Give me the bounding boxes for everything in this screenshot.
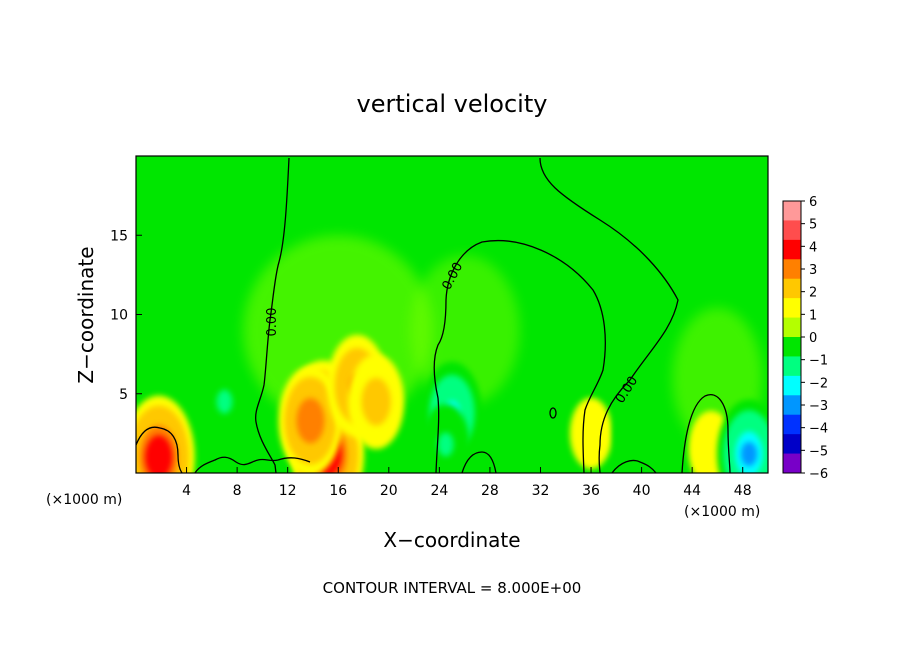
x-tick-label: 12 [279, 483, 297, 499]
y-tick-label: 15 [110, 228, 128, 244]
plot-area: 0.00 0.00 0.00 [136, 156, 768, 473]
colorbar-tick-label: 0 [809, 331, 817, 346]
updraft-core [569, 397, 613, 469]
contour-label-left: 0.00 [265, 308, 280, 337]
contour-ridge-low [194, 456, 311, 473]
downdraft-core [613, 396, 658, 471]
colorbar: 6 5 4 3 2 1 0 −1 −2 −3 −4 −5 −6 [782, 195, 828, 482]
y-tick-label: 10 [110, 308, 128, 324]
x-tick-label: 16 [329, 483, 347, 499]
contour-small-loop [549, 407, 557, 419]
velocity-level [741, 441, 758, 466]
x-tick-label: 40 [633, 483, 651, 499]
colorbar-swatch [783, 201, 801, 221]
colorbar-swatch [783, 317, 801, 338]
colorbar-tick-label: −3 [809, 399, 828, 414]
velocity-level [150, 445, 167, 470]
y-axis-label: Z−coordinate [74, 246, 98, 383]
contour-labels: 0.00 0.00 0.00 [265, 260, 641, 406]
colorbar-tick-label: 1 [809, 308, 817, 323]
velocity-field [136, 235, 768, 473]
x-tick-label: 36 [582, 483, 600, 499]
x-tick-label: 48 [734, 483, 752, 499]
colorbar-tick-label: 6 [809, 195, 817, 210]
updraft-core [278, 366, 343, 473]
contour-cell-left [136, 426, 183, 473]
colorbar-swatch [783, 356, 801, 377]
colorbar-swatch [783, 239, 801, 260]
colorbar-swatch [783, 278, 801, 299]
velocity-level [302, 408, 319, 433]
velocity-level [216, 389, 233, 414]
y-tick-label: 5 [119, 387, 128, 403]
colorbar-swatch [783, 220, 801, 241]
colorbar-swatch [783, 453, 801, 474]
contour-interval-note: CONTOUR INTERVAL = 8.000E+00 [323, 579, 582, 597]
colorbar-tick-label: −5 [809, 444, 828, 459]
chart-title: vertical velocity [357, 90, 548, 118]
colorbar-tick-label: 5 [809, 218, 817, 233]
colorbar-tick-label: 2 [809, 286, 817, 301]
colorbar-swatch [783, 375, 801, 396]
zero-contours [136, 157, 731, 473]
x-axis: 4 8 12 16 20 24 28 32 36 40 44 48 [182, 467, 752, 499]
velocity-level [368, 389, 385, 414]
contour-line-left [254, 157, 290, 473]
velocity-level [703, 437, 720, 462]
contour-line-middle-loop [433, 240, 606, 473]
colorbar-swatch [783, 337, 801, 357]
colorbar-swatch [783, 434, 801, 455]
broad-updraft-region [409, 255, 520, 406]
y-axis: 5 10 15 [110, 228, 142, 403]
x-tick-label: 4 [182, 483, 191, 499]
colorbar-tick-label: −4 [809, 422, 828, 437]
contour-ridge-right [611, 459, 657, 473]
velocity-level [437, 432, 454, 457]
colorbar-swatch [783, 414, 801, 435]
colorbar-swatch [783, 395, 801, 416]
colorbar-tick-label: 3 [809, 263, 817, 278]
colorbar-tick-label: 4 [809, 240, 817, 255]
contour-ridge-mid [461, 451, 497, 473]
downdraft-core [200, 361, 249, 443]
velocity-level [627, 421, 644, 446]
x-axis-label: X−coordinate [383, 528, 520, 552]
x-tick-label: 32 [532, 483, 550, 499]
x-tick-label: 24 [430, 483, 448, 499]
colorbar-swatch [783, 259, 801, 280]
x-axis-unit-right: (×1000 m) [684, 504, 760, 520]
colorbar-tick-label: −6 [809, 467, 828, 482]
x-axis-unit-left: (×1000 m) [46, 492, 122, 508]
x-tick-label: 8 [233, 483, 242, 499]
colorbar-swatch [783, 298, 801, 319]
updraft-core [348, 354, 405, 450]
downdraft-core [717, 399, 768, 473]
contour-cell-right [681, 394, 731, 473]
x-tick-label: 28 [481, 483, 499, 499]
colorbar-tick-label: −1 [809, 354, 828, 369]
x-tick-label: 44 [683, 483, 701, 499]
colorbar-tick-label: −2 [809, 376, 828, 391]
contour-line-right [539, 157, 679, 473]
x-tick-label: 20 [380, 483, 398, 499]
updraft-core [136, 395, 195, 473]
velocity-level [583, 421, 600, 446]
